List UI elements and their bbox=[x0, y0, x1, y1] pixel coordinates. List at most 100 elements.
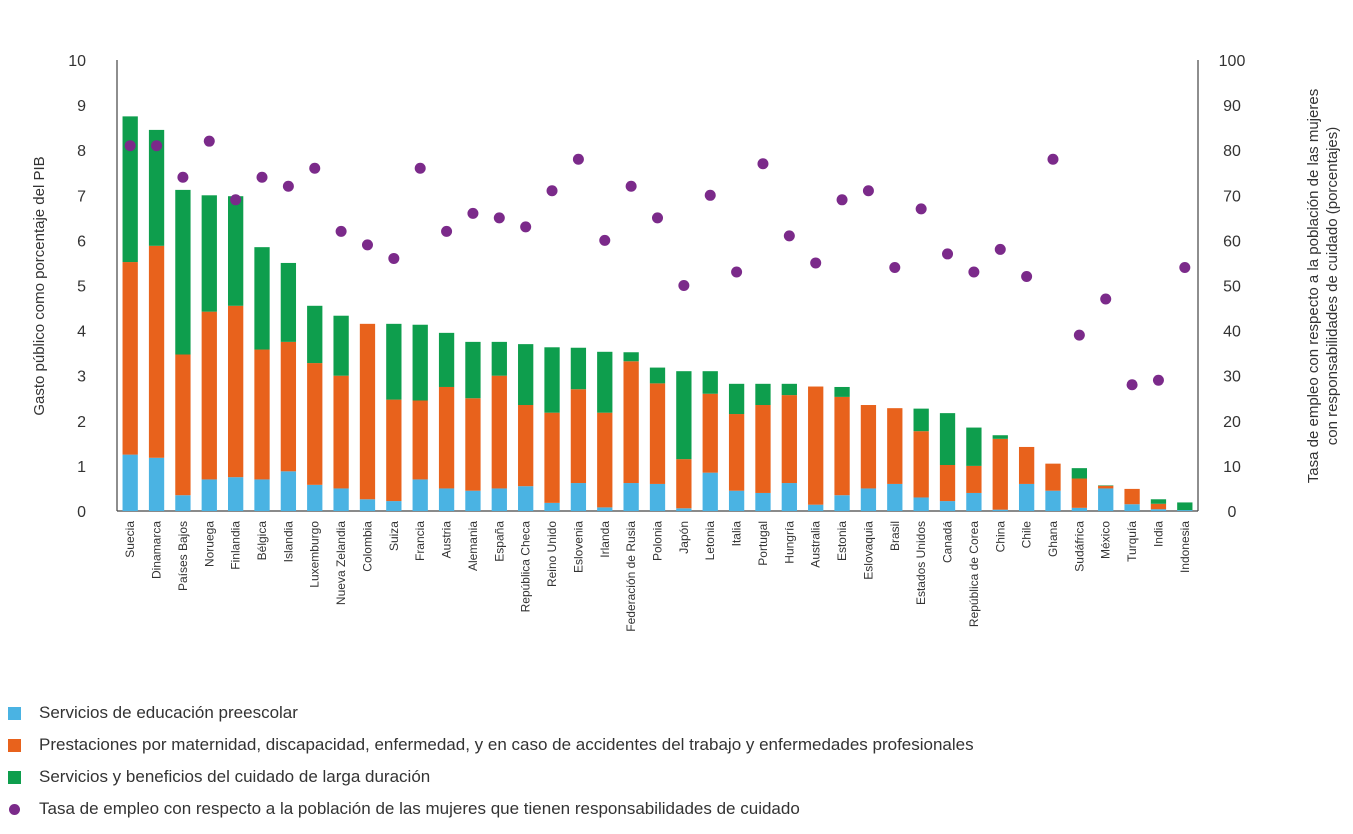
bar-segment-prestaciones bbox=[992, 438, 1008, 510]
employment-rate-point bbox=[124, 140, 136, 152]
x-tick-label: Federación de Rusia bbox=[624, 521, 638, 632]
y-tick-label-left: 4 bbox=[77, 324, 86, 341]
y-tick-label-left: 9 bbox=[77, 98, 86, 115]
y-tick-label-right: 30 bbox=[1223, 369, 1241, 386]
y-tick-label-right: 40 bbox=[1223, 324, 1241, 341]
bar-segment-preescolar bbox=[307, 484, 323, 511]
bar-segment-preescolar bbox=[386, 501, 402, 511]
bar-segment-preescolar bbox=[1045, 490, 1061, 511]
bar-segment-prestaciones bbox=[860, 405, 877, 489]
employment-rate-point bbox=[203, 135, 215, 147]
x-tick-label: Suiza bbox=[387, 521, 401, 551]
employment-rate-point bbox=[783, 230, 795, 242]
bar-segment-preescolar bbox=[412, 479, 428, 511]
bar-segment-preescolar bbox=[1124, 504, 1140, 511]
bar-segment-cuidado bbox=[939, 413, 956, 465]
bar-segment-cuidado bbox=[676, 371, 692, 460]
y-axis-label-left: Gasto público como porcentaje del PIB bbox=[31, 156, 48, 415]
employment-rate-point bbox=[572, 153, 584, 165]
bar-segment-cuidado bbox=[254, 247, 270, 350]
bar-segment-preescolar bbox=[438, 488, 455, 511]
employment-rate-point bbox=[836, 194, 848, 206]
bar-segment-prestaciones bbox=[491, 375, 507, 489]
x-tick-label: República Checa bbox=[519, 521, 533, 613]
bar-segment-cuidado bbox=[544, 347, 560, 413]
bar-segment-cuidado bbox=[966, 427, 982, 466]
employment-rate-point bbox=[942, 248, 954, 260]
bar-segment-cuidado bbox=[1071, 468, 1087, 479]
bar-segment-cuidado bbox=[570, 347, 587, 390]
bar-segment-prestaciones bbox=[676, 459, 692, 509]
legend: Servicios de educación preescolar Prestac… bbox=[8, 700, 1353, 828]
bar-segment-prestaciones bbox=[518, 405, 534, 487]
employment-rate-point bbox=[256, 171, 268, 183]
employment-rate-point bbox=[757, 158, 769, 170]
x-tick-label: Portugal bbox=[756, 521, 770, 566]
bar-segment-prestaciones bbox=[148, 245, 165, 458]
bar-segment-preescolar bbox=[834, 495, 850, 511]
bar-segment-preescolar bbox=[755, 492, 771, 511]
y-tick-label-left: 8 bbox=[77, 143, 86, 160]
legend-item: Servicios y beneficios del cuidado de la… bbox=[8, 764, 1353, 790]
bar-group bbox=[122, 116, 1193, 511]
bar-segment-prestaciones bbox=[597, 412, 613, 508]
y-tick-label-right: 70 bbox=[1223, 188, 1241, 205]
bar-segment-cuidado bbox=[597, 351, 613, 413]
bar-segment-cuidado bbox=[412, 324, 428, 401]
x-tick-label: Suecia bbox=[123, 521, 137, 558]
x-tick-label: Turquía bbox=[1125, 521, 1139, 562]
bar-segment-cuidado bbox=[623, 352, 639, 362]
employment-rate-point bbox=[994, 243, 1006, 255]
x-tick-label: México bbox=[1099, 521, 1113, 559]
x-tick-label: Francia bbox=[413, 521, 427, 561]
x-tick-label: Sudáfrica bbox=[1072, 521, 1086, 572]
legend-dot-marker bbox=[9, 803, 20, 815]
legend-swatch bbox=[8, 770, 21, 784]
x-tick-label: Irlanda bbox=[598, 521, 612, 558]
bar-segment-cuidado bbox=[1150, 499, 1167, 504]
bar-segment-preescolar bbox=[597, 507, 613, 511]
bar-segment-cuidado bbox=[728, 383, 745, 415]
bar-segment-prestaciones bbox=[1071, 478, 1087, 508]
y-tick-label-right: 50 bbox=[1223, 279, 1241, 296]
bar-segment-prestaciones bbox=[228, 305, 244, 478]
y-tick-label-left: 10 bbox=[68, 53, 86, 70]
bar-segment-prestaciones bbox=[254, 349, 270, 480]
employment-rate-point bbox=[546, 185, 558, 197]
employment-rate-point bbox=[151, 140, 163, 152]
bar-segment-preescolar bbox=[1071, 507, 1087, 511]
employment-rate-point bbox=[1047, 153, 1059, 165]
employment-rate-point bbox=[414, 162, 426, 174]
x-tick-label: Dinamarca bbox=[150, 521, 164, 579]
x-tick-label: Australia bbox=[809, 521, 823, 568]
employment-rate-point bbox=[704, 189, 716, 201]
x-tick-label: Islandia bbox=[281, 521, 295, 563]
x-tick-label: Estados Unidos bbox=[914, 521, 928, 605]
x-tick-label: Alemania bbox=[466, 521, 480, 571]
bar-segment-cuidado bbox=[702, 371, 718, 394]
bar-segment-prestaciones bbox=[122, 262, 138, 455]
bar-segment-prestaciones bbox=[465, 398, 481, 491]
bar-segment-prestaciones bbox=[887, 408, 903, 484]
x-tick-label: Estonia bbox=[835, 521, 849, 561]
bar-segment-preescolar bbox=[676, 508, 692, 511]
x-tick-label: Colombia bbox=[360, 521, 374, 572]
x-tick-label: Luxemburgo bbox=[308, 521, 322, 588]
employment-rate-point bbox=[282, 180, 294, 192]
bar-segment-prestaciones bbox=[386, 399, 402, 502]
employment-rate-point bbox=[652, 212, 663, 224]
employment-rate-point bbox=[230, 194, 242, 206]
bar-segment-preescolar bbox=[992, 509, 1008, 511]
x-tick-label: India bbox=[1151, 521, 1165, 547]
bar-segment-prestaciones bbox=[649, 383, 666, 484]
employment-rate-point bbox=[177, 171, 189, 183]
bar-segment-prestaciones bbox=[834, 396, 850, 496]
y-tick-label-left: 7 bbox=[77, 188, 86, 205]
svg-text:Tasa de empleo con respecto a: Tasa de empleo con respecto a la poblaci… bbox=[1305, 89, 1322, 483]
legend-item: Servicios de educación preescolar bbox=[8, 700, 1353, 726]
bar-segment-cuidado bbox=[201, 195, 217, 312]
right-axis: 0 10 20 30 40 50 60 70 80 90 100 bbox=[1197, 53, 1245, 521]
bar-segment-preescolar bbox=[939, 501, 956, 511]
x-tick-label: Italia bbox=[730, 521, 744, 547]
y-tick-label-right: 0 bbox=[1228, 504, 1237, 521]
